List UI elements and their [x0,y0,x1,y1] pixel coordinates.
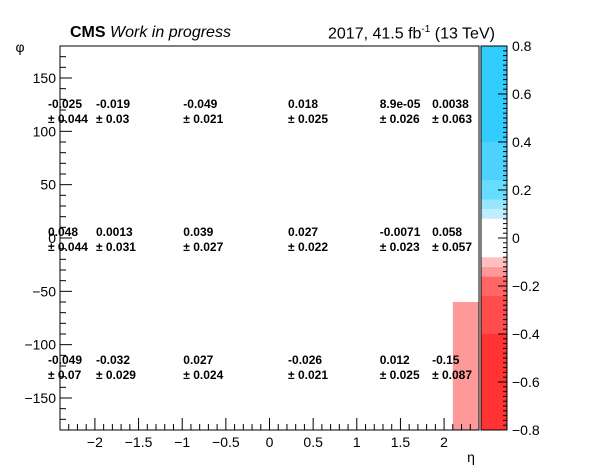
y-axis-title: φ [15,39,24,55]
colorbar-band-2 [481,276,507,296]
bin-value-label: -0.049 [183,97,217,111]
bin-value-label: 0.058 [432,225,462,239]
colorbar-band-7 [481,199,507,210]
x-axis-title: η [467,449,475,465]
bin-value-label: 0.012 [380,353,410,367]
colorbar-tick-label: −0.6 [512,374,540,390]
colorbar-band-9 [481,142,507,181]
bin-error-label: ± 0.023 [380,240,420,254]
lumi-prefix: 2017, 41.5 fb [328,25,422,43]
status-label: Work in progress [110,24,231,41]
bin-error-label: ± 0.027 [183,240,223,254]
bin-error-label: ± 0.029 [96,368,136,382]
x-tick-label: 2 [440,434,448,450]
y-tick-label: 150 [33,70,57,86]
x-tick-label: −2 [87,434,103,450]
bin-value-label: -0.032 [96,353,130,367]
bin-error-label: ± 0.063 [432,112,472,126]
bin-error-label: ± 0.031 [96,240,136,254]
colorbar-band-1 [481,295,507,334]
bin-error-label: ± 0.022 [288,240,328,254]
bin-value-label: 0.0038 [432,97,469,111]
cms-label: CMS Work in progress [70,24,231,42]
y-tick-label: −150 [24,390,56,406]
lumi-suffix: (13 TeV) [430,25,495,43]
bin-value-label: -0.019 [96,97,130,111]
bin-error-label: ± 0.026 [380,112,420,126]
colorbar-tick-label: 0.2 [512,182,532,198]
bin-value-label: -0.15 [432,353,460,367]
bin-value-label: 0.048 [48,225,78,239]
bin-value-label: -0.049 [48,353,82,367]
x-tick-label: 0.5 [303,434,323,450]
colorbar-tick-label: 0.8 [512,38,532,54]
bin-error-label: ± 0.044 [48,112,88,126]
bin-value-label: 8.9e-05 [380,97,421,111]
x-tick-label: 1.5 [391,434,411,450]
colorbar-band-3 [481,266,507,277]
y-tick-label: 100 [33,123,57,139]
bin-value-label: 0.018 [288,97,318,111]
bin-error-label: ± 0.021 [183,112,223,126]
colorbar-tick-label: −0.8 [512,422,540,438]
heatmap-cell-0 [452,302,479,430]
colorbar-tick-label: −0.4 [512,326,540,342]
bin-error-label: ± 0.07 [48,368,82,382]
experiment-name: CMS [70,24,106,41]
x-tick-label: 0 [266,434,274,450]
y-tick-label: 50 [40,177,56,193]
colorbar-tick-label: 0.6 [512,86,532,102]
x-tick-label: −1 [174,434,190,450]
lumi-exponent: -1 [421,24,431,35]
colorbar-band-6 [481,209,507,219]
lumi-label: 2017, 41.5 fb-1 (13 TeV) [328,24,495,43]
bin-error-label: ± 0.03 [96,112,130,126]
bin-error-label: ± 0.057 [432,240,472,254]
bin-error-label: ± 0.024 [183,368,223,382]
bin-error-label: ± 0.025 [380,368,420,382]
colorbar-band-4 [481,257,507,267]
bin-value-label: -0.0071 [380,225,421,239]
x-tick-label: −0.5 [212,434,240,450]
colorbar-tick-label: 0.4 [512,134,532,150]
bin-value-label: 0.039 [183,225,213,239]
bin-value-label: 0.0013 [96,225,133,239]
bin-value-label: -0.025 [48,97,82,111]
bin-value-label: 0.027 [183,353,213,367]
colorbar-band-8 [481,180,507,200]
bin-error-label: ± 0.021 [288,368,328,382]
colorbar-tick-label: 0 [512,230,520,246]
x-tick-label: 1 [353,434,361,450]
bin-value-label: 0.027 [288,225,318,239]
y-tick-label: 0 [48,230,56,246]
y-tick-label: −50 [32,283,56,299]
y-tick-label: −100 [24,337,56,353]
bin-value-label: -0.026 [288,353,322,367]
bin-error-label: ± 0.044 [48,240,88,254]
bin-error-label: ± 0.087 [432,368,472,382]
colorbar-tick-label: −0.2 [512,278,540,294]
x-tick-label: −1.5 [125,434,153,450]
bin-error-label: ± 0.025 [288,112,328,126]
